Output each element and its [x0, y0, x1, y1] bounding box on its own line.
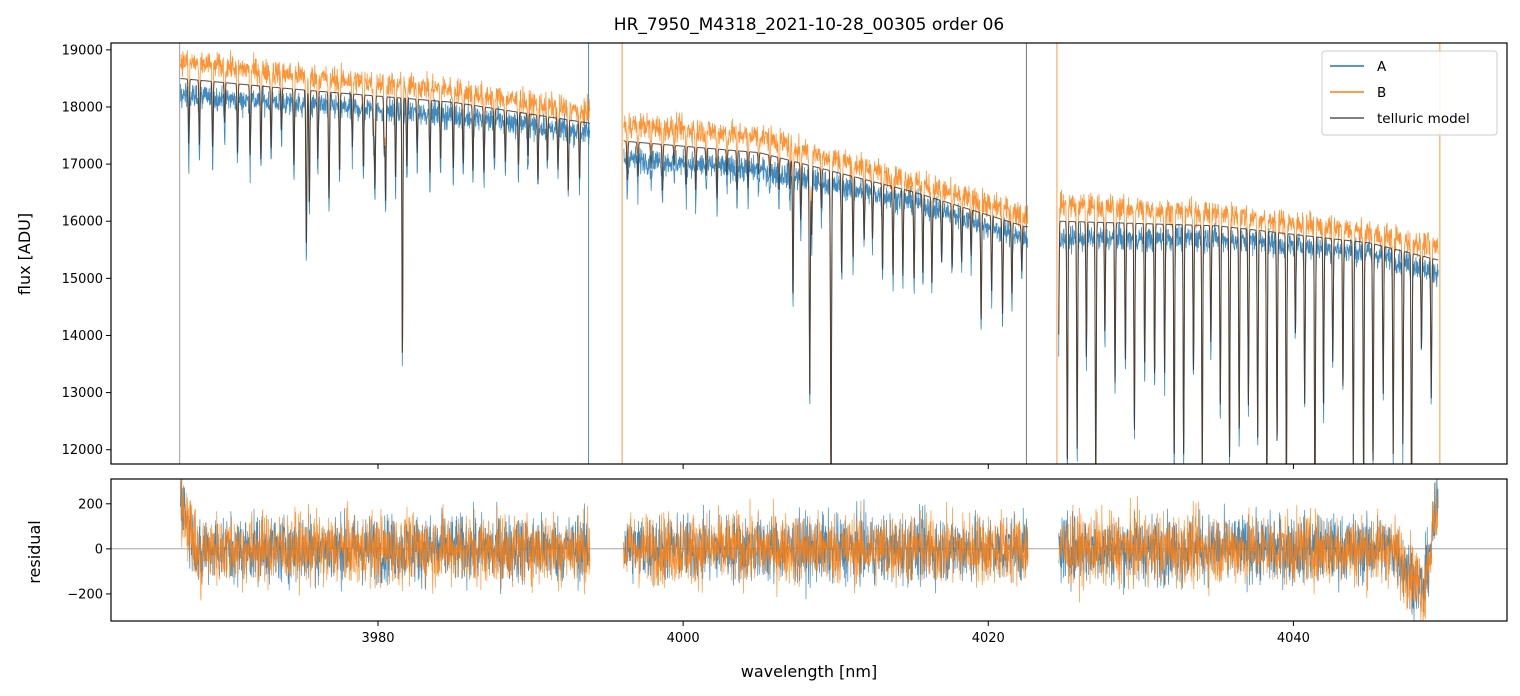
flux-y-tick-label: 16000	[62, 215, 103, 230]
x-tick-label: 3980	[361, 631, 394, 646]
flux-y-tick-label: 14000	[62, 329, 103, 344]
legend-box	[1321, 50, 1498, 136]
x-tick-label: 4000	[667, 631, 700, 646]
residual-panel-frame	[110, 478, 1508, 622]
flux-y-tick-label: 12000	[62, 443, 103, 458]
flux-y-tick-label: 18000	[62, 100, 103, 115]
residual-y-tick-label: 0	[95, 542, 103, 557]
legend-entry-b: B	[1377, 85, 1386, 101]
chart-title: HR_7950_M4318_2021-10-28_00305 order 06	[614, 15, 1004, 35]
flux-y-tick-label: 15000	[62, 272, 103, 287]
telluric-model-line	[180, 78, 1439, 464]
residual-b-line	[180, 479, 1439, 621]
flux-y-tick-label: 19000	[62, 43, 103, 58]
flux-panel: 12000 13000 14000 15000 16000 17000 18000 19000…	[15, 42, 1508, 469]
x-tick-label: 4040	[1277, 631, 1310, 646]
x-tick-label: 4020	[972, 631, 1005, 646]
residual-y-tick-label: 200	[78, 497, 103, 512]
legend-entry-telluric-model: telluric model	[1377, 111, 1470, 127]
flux-y-tick-label: 13000	[62, 386, 103, 401]
legend-entry-a: A	[1377, 59, 1387, 75]
residual-panel: −200 0 200 3980 4000 4020 4040 residual wavel…	[25, 478, 1508, 681]
residual-y-axis-label: residual	[25, 520, 44, 583]
flux-panel-frame	[110, 42, 1508, 465]
legend: A B telluric model	[1321, 50, 1498, 136]
residual-y-tick-label: −200	[67, 587, 103, 602]
flux-y-tick-label: 17000	[62, 158, 103, 173]
x-axis-label: wavelength [nm]	[741, 662, 878, 681]
flux-y-axis-label: flux [ADU]	[15, 213, 34, 295]
